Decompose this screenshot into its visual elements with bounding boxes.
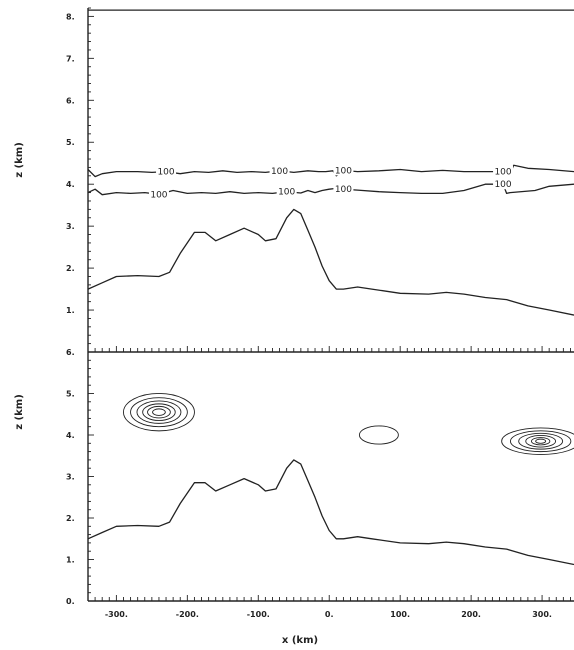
top-series-0 [87,208,574,316]
bottom-contour-1-ring-5 [535,438,547,444]
bottom-contour-1-ring-4 [531,437,551,446]
bottom-contour-1-ring-2 [518,432,564,450]
top-panel: 1. 2. 3. 4. 5. 6. 7. 8. 100 100 100 100 100 100 100 100 [66,7,574,353]
bottom-contour-0-ring-4 [147,405,171,419]
bottom-y-tick-label: 6. [66,348,75,357]
top-contour-label-bg [493,178,514,190]
top-contour-label: 100 [150,190,167,200]
bottom-y-tick-label: 2. [66,514,75,523]
x-tick-label: 100. [390,610,410,619]
top-contour-label: 100 [335,185,352,195]
top-contour-label-bg [148,188,169,200]
top-y-tick-label: 8. [66,12,75,21]
top-y-axis-label: z (km) [14,142,25,178]
x-tick-label: -200. [176,610,199,619]
bottom-y-tick-label: 1. [66,556,75,565]
x-tick-label: 0. [325,610,334,619]
bottom-y-axis-label: z (km) [14,394,25,430]
top-y-tick-label: 7. [66,54,75,63]
bottom-contour-0-ring-1 [130,397,188,428]
top-contour-label: 100 [278,188,295,198]
top-contour-label-bg [333,183,354,195]
top-contour-label: 100 [271,167,288,177]
bottom-contour-1-ring-3 [525,434,557,448]
x-tick-label: -100. [247,610,270,619]
bottom-y-tick-label: 0. [66,597,75,606]
top-y-tick-label: 1. [66,306,75,315]
top-y-tick-label: 5. [66,138,75,147]
x-tick-label: 200. [461,610,481,619]
top-y-tick-label: 2. [66,264,75,273]
top-contour-label: 100 [494,168,511,178]
x-tick-label: 300. [532,610,552,619]
bottom-contour-1-ring-1 [510,430,572,453]
bottom-series-0 [87,459,574,566]
bottom-panel: 0. 1. 2. 3. 4. 5. 6. -300. -200. -100. 0. 100. 200. 3… [66,348,574,619]
top-y-tick-label: 3. [66,222,75,231]
bottom-contour-0-ring-5 [152,408,166,416]
top-contour-label-bg [156,165,177,177]
bottom-contour-0-ring-2 [136,400,182,424]
bottom-contour-0-ring-0 [122,393,195,432]
bottom-contour-1-ring-0 [501,427,574,455]
x-tick-label: -300. [105,610,128,619]
top-y-tick-label: 6. [66,96,75,105]
bottom-y-tick-label: 3. [66,473,75,482]
top-contour-label: 100 [157,168,174,178]
top-contour-label-bg [276,185,297,197]
bottom-y-tick-label: 4. [66,431,75,440]
top-y-tick-label: 4. [66,180,75,189]
top-contour-label-bg [333,164,354,176]
x-axis-label: x (km) [282,635,318,646]
top-contour-label-bg [493,165,514,177]
top-contour-label: 100 [494,180,511,190]
bottom-y-tick-label: 5. [66,390,75,399]
top-contour-label-bg [269,164,290,176]
bottom-contour-0-ring-3 [142,403,176,421]
bottom-contour-2-ring-0 [358,425,399,445]
top-contour-label: 100 [335,166,352,176]
